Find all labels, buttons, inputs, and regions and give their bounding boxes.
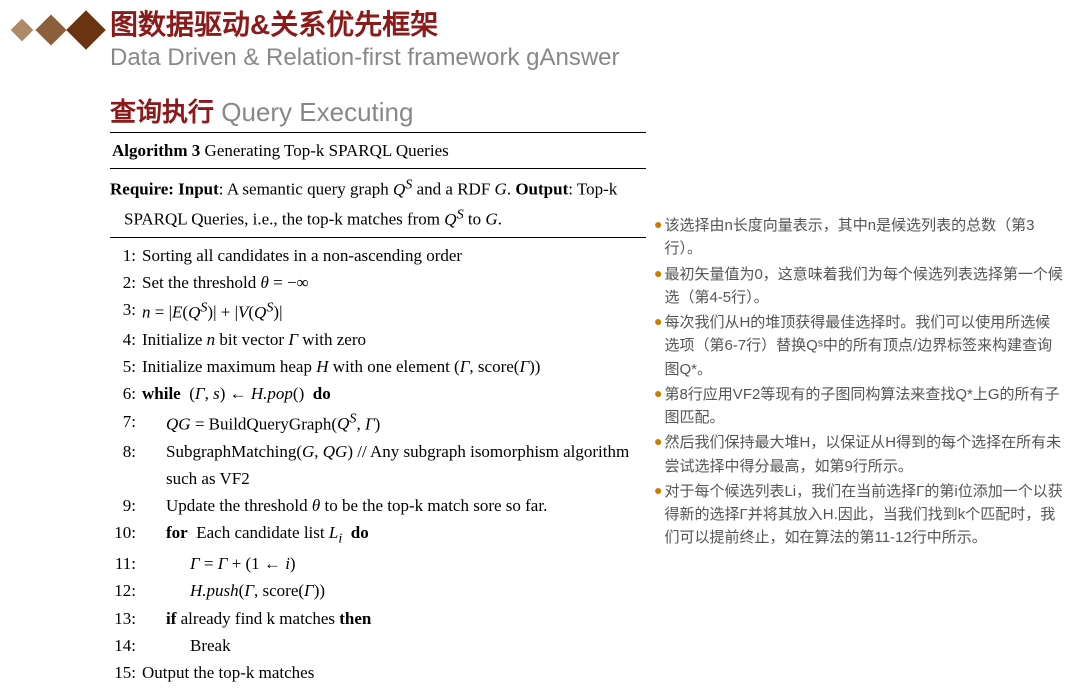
line-code: Break <box>142 632 644 659</box>
note-item: ●最初矢量值为0，这意味着我们为每个候选列表选择第一个候选（第4-5行）。 <box>654 263 1064 310</box>
subtitle-english: Query Executing <box>221 97 413 127</box>
algorithm-line: 14:Break <box>112 632 644 659</box>
bullet-icon: ● <box>654 263 662 310</box>
line-number: 3: <box>112 296 142 326</box>
algorithm-line: 2:Set the threshold θ = −∞ <box>112 269 644 296</box>
algorithm-title: Algorithm 3 Generating Top-k SPARQL Quer… <box>110 132 646 169</box>
diamond-icon <box>35 14 66 45</box>
line-number: 11: <box>112 550 142 577</box>
note-text: 第8行应用VF2等现有的子图同构算法来查找Q*上G的所有子图匹配。 <box>664 383 1064 430</box>
algorithm-line: 7:QG = BuildQueryGraph(QS, Γ) <box>112 408 644 438</box>
diamond-icon <box>66 10 106 50</box>
algorithm-line: 15:Output the top-k matches <box>112 659 644 686</box>
line-number: 6: <box>112 380 142 407</box>
algorithm-body: 1:Sorting all candidates in a non-ascend… <box>110 238 646 690</box>
note-item: ●然后我们保持最大堆H，以保证从H得到的每个选择在所有未尝试选择中得分最高，如第… <box>654 431 1064 478</box>
line-number: 5: <box>112 353 142 380</box>
note-item: ●对于每个候选列表Li，我们在当前选择Γ的第i位添加一个以获得新的选择Γ并将其放… <box>654 480 1064 550</box>
algorithm-name: Generating Top-k SPARQL Queries <box>205 141 449 160</box>
line-code: while (Γ, s) ← H.pop() do <box>142 380 644 407</box>
note-text: 最初矢量值为0，这意味着我们为每个候选列表选择第一个候选（第4-5行）。 <box>664 263 1064 310</box>
line-number: 10: <box>112 519 142 550</box>
line-number: 7: <box>112 408 142 438</box>
line-code: Initialize maximum heap H with one eleme… <box>142 353 644 380</box>
bullet-icon: ● <box>654 480 662 550</box>
line-code: Output the top-k matches <box>142 659 644 686</box>
bullet-icon: ● <box>654 431 662 478</box>
note-text: 然后我们保持最大堆H，以保证从H得到的每个选择在所有未尝试选择中得分最高，如第9… <box>664 431 1064 478</box>
algorithm-line: 5:Initialize maximum heap H with one ele… <box>112 353 644 380</box>
line-code: Γ = Γ + (1 ← i) <box>142 550 644 577</box>
content-area: Algorithm 3 Generating Top-k SPARQL Quer… <box>110 132 1070 690</box>
line-number: 15: <box>112 659 142 686</box>
subtitle-chinese: 查询执行 <box>110 97 214 127</box>
note-text: 该选择由n长度向量表示，其中n是候选列表的总数（第3行）。 <box>664 214 1064 261</box>
line-number: 12: <box>112 577 142 604</box>
algorithm-line: 10:for Each candidate list Li do <box>112 519 644 550</box>
algorithm-line: 6:while (Γ, s) ← H.pop() do <box>112 380 644 407</box>
bullet-icon: ● <box>654 214 662 261</box>
line-code: QG = BuildQueryGraph(QS, Γ) <box>142 408 644 438</box>
note-text: 对于每个候选列表Li，我们在当前选择Γ的第i位添加一个以获得新的选择Γ并将其放入… <box>664 480 1064 550</box>
line-code: Update the threshold θ to be the top-k m… <box>142 492 644 519</box>
algorithm-line: 11:Γ = Γ + (1 ← i) <box>112 550 644 577</box>
algorithm-box: Algorithm 3 Generating Top-k SPARQL Quer… <box>110 132 646 690</box>
slide-header: 图数据驱动&关系优先框架 Data Driven & Relation-firs… <box>110 8 620 72</box>
algorithm-label: Algorithm 3 <box>112 141 200 160</box>
note-item: ●每次我们从H的堆顶获得最佳选择时。我们可以使用所选候选项（第6-7行）替换Qˢ… <box>654 311 1064 381</box>
line-number: 1: <box>112 242 142 269</box>
line-number: 14: <box>112 632 142 659</box>
line-number: 13: <box>112 605 142 632</box>
algorithm-line: 9:Update the threshold θ to be the top-k… <box>112 492 644 519</box>
title-english: Data Driven & Relation-first framework g… <box>110 44 620 72</box>
line-code: Sorting all candidates in a non-ascendin… <box>142 242 644 269</box>
bullet-icon: ● <box>654 383 662 430</box>
line-code: H.push(Γ, score(Γ)) <box>142 577 644 604</box>
notes-panel: ●该选择由n长度向量表示，其中n是候选列表的总数（第3行）。●最初矢量值为0，这… <box>654 132 1064 690</box>
algorithm-line: 12:H.push(Γ, score(Γ)) <box>112 577 644 604</box>
algorithm-line: 8:SubgraphMatching(G, QG) // Any subgrap… <box>112 438 644 492</box>
line-code: SubgraphMatching(G, QG) // Any subgraph … <box>142 438 644 492</box>
diamond-icon <box>11 19 34 42</box>
algorithm-require: Require: Input: A semantic query graph Q… <box>110 169 646 238</box>
line-number: 2: <box>112 269 142 296</box>
algorithm-line: 13:if already find k matches then <box>112 605 644 632</box>
bullet-icon: ● <box>654 311 662 381</box>
title-chinese: 图数据驱动&关系优先框架 <box>110 8 620 42</box>
algorithm-line: 4:Initialize n bit vector Γ with zero <box>112 326 644 353</box>
line-code: n = |E(QS)| + |V(QS)| <box>142 296 644 326</box>
algorithm-line: 3:n = |E(QS)| + |V(QS)| <box>112 296 644 326</box>
line-number: 8: <box>112 438 142 492</box>
algorithm-line: 1:Sorting all candidates in a non-ascend… <box>112 242 644 269</box>
line-code: Set the threshold θ = −∞ <box>142 269 644 296</box>
note-text: 每次我们从H的堆顶获得最佳选择时。我们可以使用所选候选项（第6-7行）替换Qˢ中… <box>664 311 1064 381</box>
note-item: ●该选择由n长度向量表示，其中n是候选列表的总数（第3行）。 <box>654 214 1064 261</box>
slide-subtitle: 查询执行 Query Executing <box>110 92 413 129</box>
line-number: 4: <box>112 326 142 353</box>
line-number: 9: <box>112 492 142 519</box>
line-code: for Each candidate list Li do <box>142 519 644 550</box>
line-code: Initialize n bit vector Γ with zero <box>142 326 644 353</box>
line-code: if already find k matches then <box>142 605 644 632</box>
decorative-diamonds <box>14 16 100 44</box>
note-item: ●第8行应用VF2等现有的子图同构算法来查找Q*上G的所有子图匹配。 <box>654 383 1064 430</box>
